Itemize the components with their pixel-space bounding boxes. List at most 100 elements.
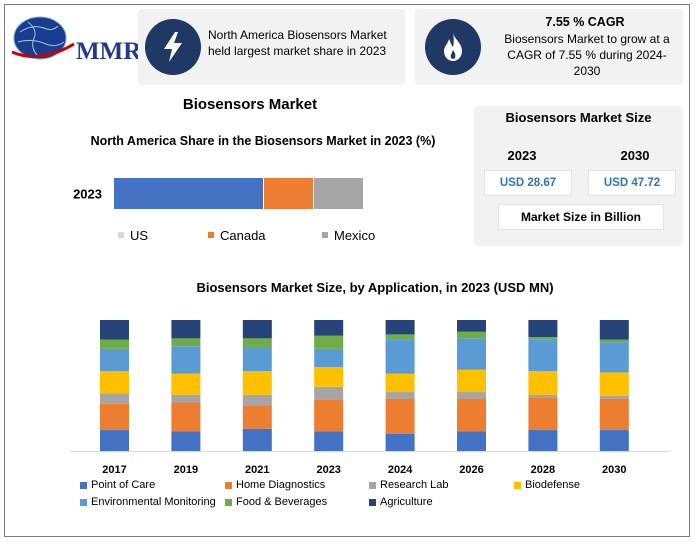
bar-segment <box>385 392 415 399</box>
bar-segment <box>385 339 415 374</box>
bar-segment <box>171 394 201 403</box>
bar-segment <box>385 320 415 335</box>
legend-item: Research Lab <box>369 479 449 491</box>
legend-label: Agriculture <box>380 496 433 508</box>
share-category-label: 2023 <box>73 187 102 202</box>
bar-segment <box>385 433 415 451</box>
bar-segment <box>528 339 558 372</box>
application-chart-title: Biosensors Market Size, by Application, … <box>196 280 554 295</box>
share-legend-swatch <box>322 232 328 238</box>
bar-segment <box>171 320 201 339</box>
x-tick-label: 2019 <box>174 464 198 476</box>
legend-label: Home Diagnostics <box>236 479 326 491</box>
bar-segment <box>100 371 129 394</box>
bar-segment <box>242 394 272 406</box>
x-tick-label: 2023 <box>316 464 340 476</box>
legend-item: Agriculture <box>369 496 433 508</box>
bar-segment <box>171 338 201 347</box>
application-chart: 2017 2019 2021 2023 2024 2026 2028 2030 <box>70 320 670 476</box>
bar-segment <box>100 348 129 372</box>
bar-segment <box>314 431 344 451</box>
share-bar-us <box>114 178 263 209</box>
bar-segment <box>242 428 272 451</box>
bar-segment <box>528 337 558 340</box>
cagr-title: 7.55 % CAGR <box>545 15 625 29</box>
bar-segment <box>528 394 558 398</box>
bar-segment <box>171 402 201 432</box>
bar-segment <box>242 347 272 372</box>
share-bar-canada <box>264 178 313 209</box>
legend-label: Research Lab <box>380 479 449 491</box>
x-tick-label: 2030 <box>602 464 626 476</box>
bar-segment <box>242 320 272 339</box>
legend-swatch <box>225 481 232 489</box>
bar-segment <box>599 395 629 399</box>
bar-segment <box>457 369 486 393</box>
bar-segment <box>599 398 629 431</box>
bar-segment <box>457 338 486 370</box>
bar-segment <box>385 373 415 393</box>
market-size-title: Biosensors Market Size <box>505 110 652 125</box>
cagr-card: 7.55 % CAGR Biosensors Market to grow at… <box>415 9 683 85</box>
x-tick-label: 2026 <box>459 464 483 476</box>
year-2023-label: 2023 <box>507 148 537 163</box>
north-america-card: North America Biosensors Market held lar… <box>138 9 405 85</box>
bar-segment <box>599 430 629 451</box>
bar-segment <box>457 398 486 432</box>
bar-segment <box>242 405 272 429</box>
bar-segment <box>528 320 558 338</box>
cagr-text: Biosensors Market to grow at a CAGR of 7… <box>504 32 670 78</box>
legend-swatch <box>369 498 376 506</box>
bar-segment <box>457 431 486 451</box>
north-america-text: North America Biosensors Market held lar… <box>208 28 387 58</box>
legend-item: Point of Care <box>80 479 155 491</box>
bar-segment <box>528 430 558 451</box>
x-tick-label: 2017 <box>102 464 126 476</box>
legend-swatch <box>80 481 87 489</box>
bar-segment <box>385 334 415 340</box>
bar-segment <box>314 399 344 432</box>
market-size-card: Biosensors Market Size 2023 2030 USD 28.… <box>474 106 683 246</box>
share-legend-swatch <box>208 232 214 238</box>
bar-segment <box>100 339 129 349</box>
bar-segment <box>457 331 486 339</box>
bar-segment <box>457 320 486 332</box>
legend-label: Biodefense <box>525 479 581 491</box>
bar-segment <box>100 403 129 431</box>
bar-segment <box>242 338 272 348</box>
bar-segment <box>314 367 344 387</box>
bar-segment <box>171 431 201 451</box>
bar-segment <box>599 372 629 396</box>
share-legend-label: US <box>130 228 148 243</box>
bar-segment <box>100 320 129 340</box>
value-2023: USD 28.67 <box>484 170 572 196</box>
legend-swatch <box>80 498 87 506</box>
legend-label: Point of Care <box>91 479 156 491</box>
x-tick-label: 2028 <box>531 464 555 476</box>
bar-segment <box>599 342 629 373</box>
market-title: Biosensors Market <box>182 96 318 113</box>
share-bar-mexico <box>314 178 363 209</box>
legend-label: Environmental Monitoring <box>91 496 216 508</box>
share-legend-label: Mexico <box>334 228 375 243</box>
legend-item: Environmental Monitoring <box>80 496 216 508</box>
legend-swatch <box>514 481 521 489</box>
logo-text: MMR <box>76 38 142 65</box>
share-chart-title: North America Share in the Biosensors Ma… <box>90 134 436 148</box>
bar-segment <box>242 371 272 395</box>
bar-segment <box>314 386 344 400</box>
bar-segment <box>599 320 629 340</box>
share-legend-swatch <box>118 232 124 238</box>
bar-segment <box>528 397 558 431</box>
legend-item: Food & Beverages <box>225 496 327 508</box>
bar-segment <box>599 339 629 343</box>
legend-swatch <box>225 498 232 506</box>
flame-icon <box>425 19 481 75</box>
value-2030: USD 47.72 <box>588 170 676 196</box>
bar-segment <box>457 392 486 399</box>
bar-segment <box>100 393 129 404</box>
legend-item: Home Diagnostics <box>225 479 325 491</box>
lightning-icon <box>145 19 201 75</box>
x-tick-label: 2024 <box>388 464 413 476</box>
legend-item: Biodefense <box>514 479 580 491</box>
